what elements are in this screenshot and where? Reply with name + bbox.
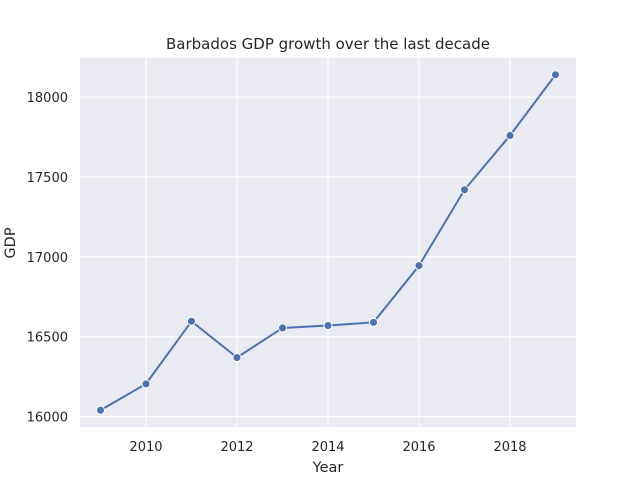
y-tick-label: 17500	[27, 171, 68, 186]
y-tick-label: 17000	[27, 251, 68, 266]
data-point-2018	[505, 131, 515, 140]
y-tick-label: 16500	[27, 331, 68, 346]
y-tick-label: 18000	[27, 91, 68, 106]
data-point-2015	[369, 317, 378, 327]
x-tick-label: 2014	[311, 440, 344, 455]
y-axis-label: GDP	[3, 227, 19, 258]
data-point-2012	[232, 353, 242, 362]
y-tick-label: 16000	[27, 411, 68, 426]
data-point-2013	[278, 323, 287, 333]
x-tick-labels: 2010 2012 2014 2016 2018	[129, 440, 526, 455]
x-tick-label: 2018	[493, 440, 526, 455]
x-tick-label: 2016	[402, 440, 435, 455]
data-point-2017	[460, 185, 469, 195]
data-points	[96, 70, 560, 415]
data-point-2010	[141, 379, 151, 389]
x-axis-label: Year	[312, 460, 344, 476]
data-point-2014	[323, 321, 333, 331]
chart-title: Barbados GDP growth over the last decade	[166, 35, 490, 53]
grid-lines	[80, 58, 576, 427]
data-point-2019	[551, 70, 560, 80]
x-tick-label: 2012	[220, 440, 253, 455]
y-tick-labels: 16000 16500 17000 17500 18000	[27, 91, 68, 425]
data-point-2009	[96, 405, 105, 415]
data-point-2016	[414, 261, 424, 271]
data-point-2011	[187, 316, 196, 326]
x-tick-label: 2010	[129, 440, 162, 455]
